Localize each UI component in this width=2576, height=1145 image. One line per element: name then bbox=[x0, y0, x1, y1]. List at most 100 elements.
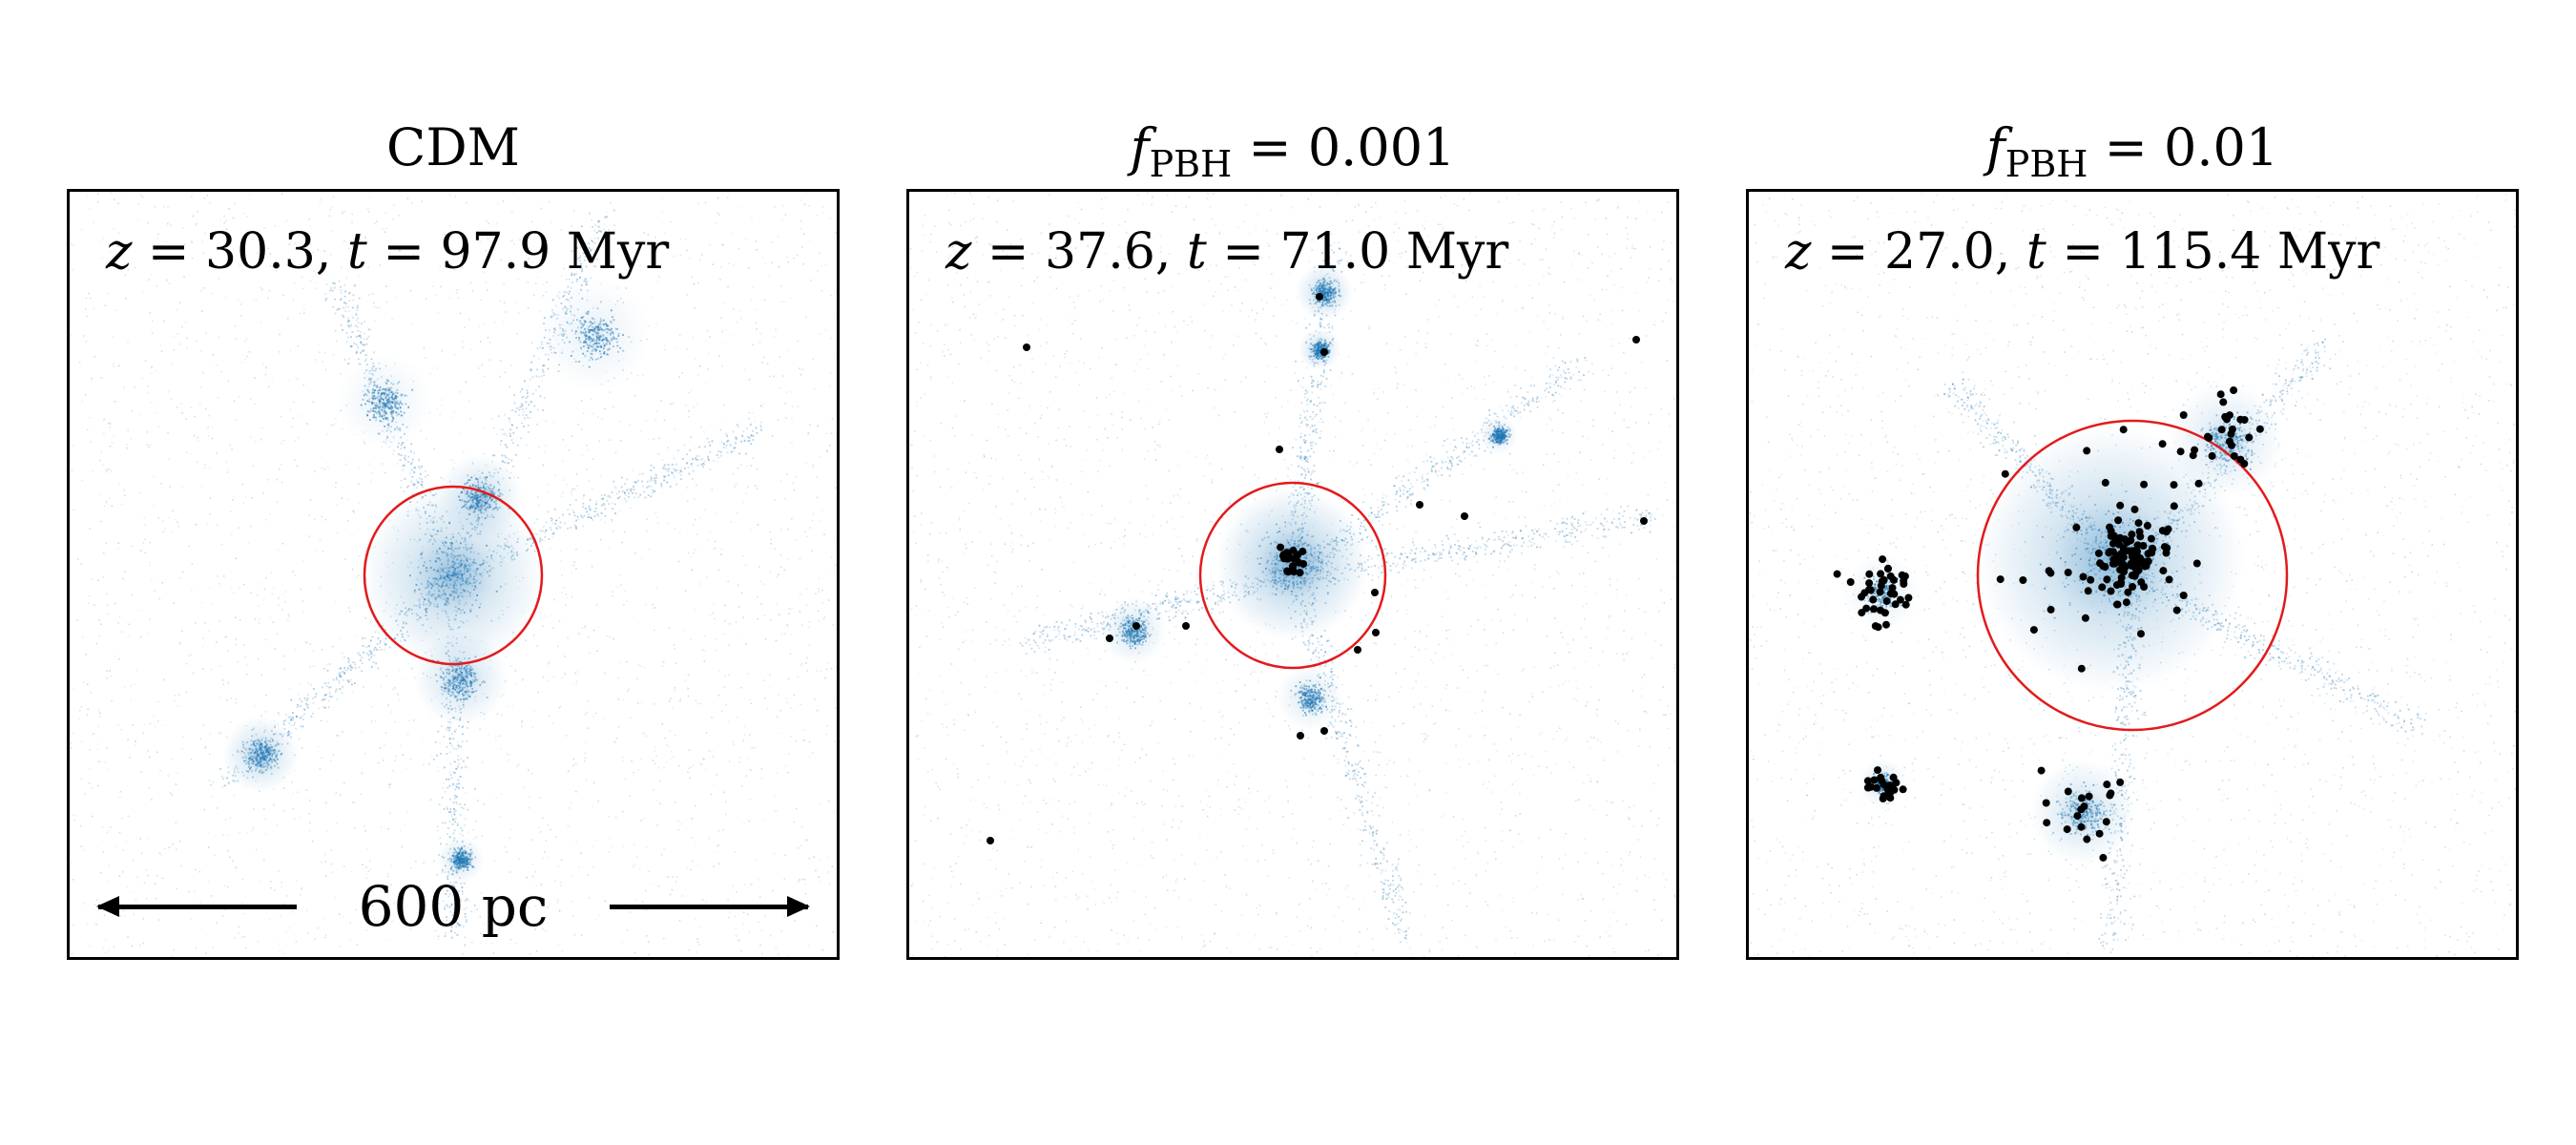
pbh-marker bbox=[2127, 536, 2135, 545]
pbh-marker bbox=[2236, 415, 2245, 424]
panel-title-fpbh-001: fPBH = 0.01 bbox=[1985, 117, 2279, 185]
pbh-marker bbox=[1632, 336, 1640, 344]
pbh-marker bbox=[2223, 415, 2231, 424]
pbh-marker bbox=[1864, 783, 1873, 792]
pbh-marker bbox=[2165, 575, 2173, 584]
pbh-marker bbox=[1996, 575, 2005, 584]
pbh-marker bbox=[2230, 452, 2238, 460]
pbh-marker bbox=[2133, 552, 2142, 561]
pbh-marker bbox=[2159, 567, 2168, 575]
time-unit: Myr bbox=[2276, 223, 2380, 281]
pbh-marker bbox=[2134, 519, 2143, 528]
panel-title-cdm: CDM bbox=[67, 113, 840, 183]
fpbh-subscript: PBH bbox=[1149, 143, 1233, 185]
pbh-marker bbox=[2217, 426, 2226, 434]
pbh-marker bbox=[2042, 799, 2050, 807]
pbh-marker bbox=[2064, 569, 2072, 576]
halos bbox=[222, 278, 652, 884]
pbh-marker bbox=[2216, 390, 2225, 399]
pbh-marker bbox=[2116, 501, 2125, 510]
pbh-marker bbox=[2087, 575, 2095, 584]
pbh-marker bbox=[1880, 609, 1889, 617]
pbh-marker bbox=[1870, 605, 1878, 614]
time-unit: Myr bbox=[1405, 223, 1509, 281]
pbh-marker bbox=[2084, 587, 2092, 595]
pbh-marker bbox=[2099, 853, 2108, 862]
pbh-marker bbox=[1879, 795, 1887, 802]
pbh-marker bbox=[2111, 533, 2120, 542]
pbh-marker bbox=[2192, 559, 2201, 568]
time-value: 71.0 bbox=[1279, 223, 1391, 281]
fpbh-value: 0.001 bbox=[1307, 117, 1456, 177]
pbh-marker bbox=[2205, 433, 2213, 442]
pbh-marker bbox=[1878, 777, 1886, 785]
pbh-marker bbox=[2114, 516, 2123, 525]
halos bbox=[1100, 263, 1518, 731]
fpbh-symbol: f bbox=[1985, 117, 2005, 177]
fpbh-value: 0.01 bbox=[2163, 117, 2279, 177]
pbh-marker bbox=[1882, 597, 1891, 605]
pbh-marker bbox=[2225, 437, 2233, 446]
pbh-marker bbox=[2140, 480, 2149, 489]
pbh-marker bbox=[1883, 565, 1892, 573]
density-projection-fpbh-001 bbox=[1749, 192, 2516, 957]
pbh-marker bbox=[1879, 555, 1887, 564]
pbh-marker bbox=[2077, 805, 2086, 814]
pbh-marker bbox=[2129, 583, 2137, 591]
pbh-marker bbox=[1461, 512, 1468, 520]
time-value: 115.4 bbox=[2119, 223, 2262, 281]
pbh-marker bbox=[1900, 580, 1908, 588]
pbh-marker bbox=[1882, 620, 1890, 629]
pbh-marker bbox=[2096, 559, 2105, 568]
pbh-marker bbox=[1372, 629, 1380, 636]
pbh-marker bbox=[2228, 426, 2236, 433]
density-projection-fpbh-0001 bbox=[909, 192, 1676, 957]
pbh-marker bbox=[2098, 583, 2107, 592]
background-noise bbox=[70, 192, 837, 957]
pbh-marker bbox=[2043, 819, 2051, 827]
pbh-marker bbox=[2064, 787, 2072, 796]
pbh-marker bbox=[1877, 570, 1885, 578]
pbh-marker bbox=[1886, 572, 1895, 580]
pbh-marker bbox=[2083, 835, 2091, 843]
pbh-marker bbox=[987, 837, 994, 844]
pbh-marker bbox=[2117, 550, 2126, 558]
pbh-marker bbox=[2124, 588, 2132, 596]
halos bbox=[1844, 383, 2283, 864]
pbh-marker bbox=[2208, 451, 2216, 460]
pbh-marker bbox=[1297, 732, 1304, 739]
pbh-marker bbox=[2160, 543, 2169, 552]
pbh-marker bbox=[1277, 543, 1285, 552]
pbh-marker bbox=[2191, 446, 2199, 454]
pbh-marker bbox=[2107, 587, 2115, 595]
pbh-marker bbox=[2103, 575, 2111, 584]
pbh-marker bbox=[2122, 598, 2130, 607]
pbh-marker bbox=[2121, 563, 2129, 572]
pbh-marker bbox=[2147, 534, 2155, 543]
pbh-marker bbox=[1865, 586, 1873, 594]
pbh-marker bbox=[1833, 570, 1841, 578]
pbh-marker bbox=[2144, 550, 2152, 558]
pbh-marker bbox=[2139, 542, 2148, 550]
pbh-marker bbox=[2137, 578, 2146, 587]
pbh-marker bbox=[1354, 646, 1361, 654]
pbh-marker bbox=[1023, 344, 1030, 351]
pbh-marker bbox=[2102, 818, 2110, 826]
pbh-marker bbox=[2106, 791, 2114, 800]
pbh-marker bbox=[2179, 411, 2188, 419]
pbh-marker bbox=[2158, 440, 2167, 448]
pbh-marker bbox=[1904, 593, 1913, 602]
pbh-marker bbox=[2137, 630, 2145, 638]
panel-info-cdm: z = 30.3, t = 97.9 Myr bbox=[106, 223, 670, 281]
pbh-marker bbox=[1371, 589, 1379, 596]
panel-title-cdm-text: CDM bbox=[386, 117, 520, 177]
pbh-marker bbox=[1886, 590, 1895, 598]
pbh-markers bbox=[1833, 386, 2264, 862]
pbh-marker bbox=[2144, 557, 2152, 566]
pbh-marker bbox=[2079, 572, 2088, 581]
pbh-marker bbox=[2116, 778, 2125, 786]
pbh-marker bbox=[2046, 605, 2055, 614]
pbh-marker bbox=[2176, 448, 2185, 456]
pbh-marker bbox=[2117, 580, 2125, 588]
pbh-marker bbox=[1289, 562, 1298, 571]
